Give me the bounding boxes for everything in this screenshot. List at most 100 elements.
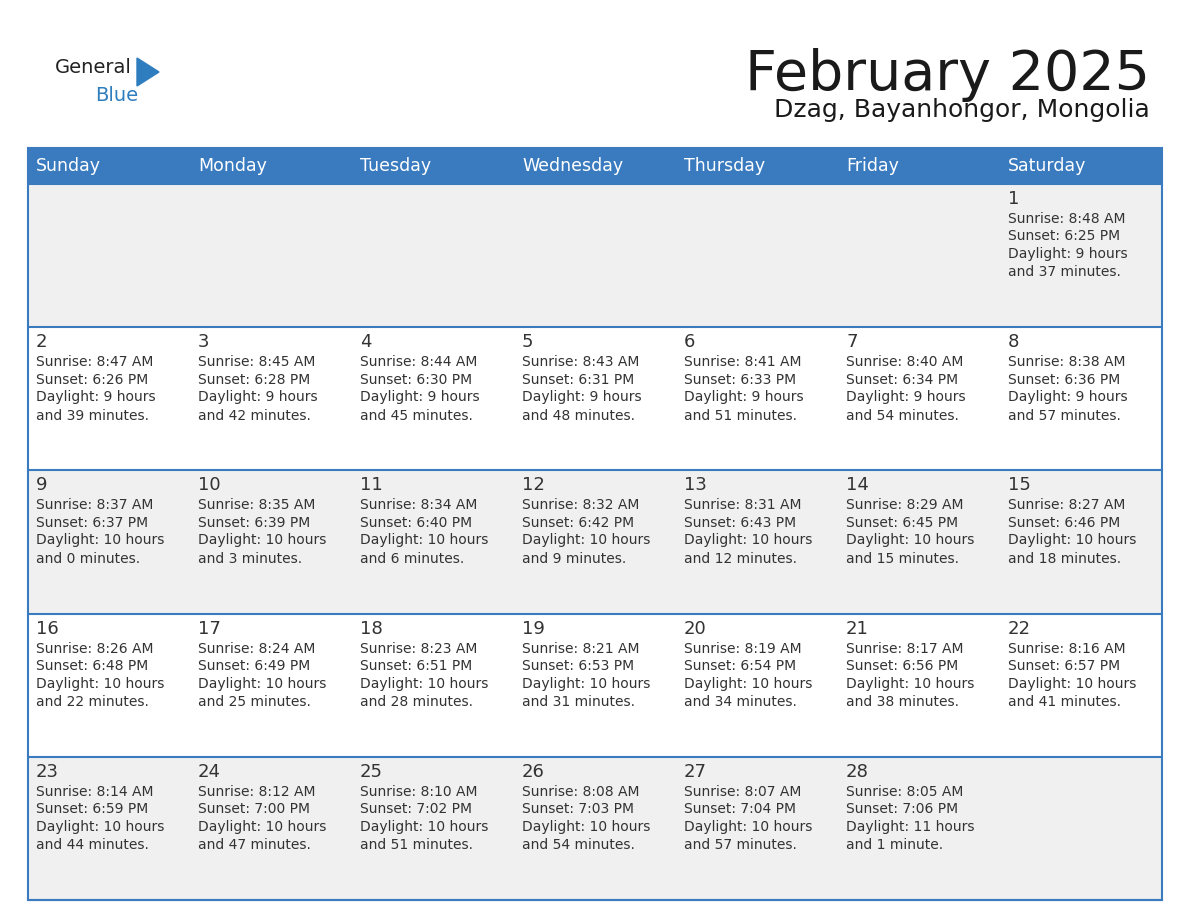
Text: Daylight: 10 hours
and 57 minutes.: Daylight: 10 hours and 57 minutes.	[684, 820, 813, 852]
Text: Sunset: 6:51 PM: Sunset: 6:51 PM	[360, 659, 473, 673]
Text: Sunset: 6:43 PM: Sunset: 6:43 PM	[684, 516, 796, 530]
Text: Sunset: 6:49 PM: Sunset: 6:49 PM	[198, 659, 310, 673]
Text: 6: 6	[684, 333, 695, 352]
Text: 19: 19	[522, 620, 545, 638]
Bar	[352, 148, 514, 184]
Text: Sunrise: 8:44 AM: Sunrise: 8:44 AM	[360, 355, 478, 369]
Text: Sunset: 6:25 PM: Sunset: 6:25 PM	[1007, 230, 1120, 243]
Text: Sunrise: 8:37 AM: Sunrise: 8:37 AM	[36, 498, 153, 512]
Text: Daylight: 9 hours
and 42 minutes.: Daylight: 9 hours and 42 minutes.	[198, 390, 317, 422]
Text: Sunrise: 8:48 AM: Sunrise: 8:48 AM	[1007, 212, 1125, 226]
Text: Dzag, Bayanhongor, Mongolia: Dzag, Bayanhongor, Mongolia	[775, 98, 1150, 122]
Text: Sunrise: 8:26 AM: Sunrise: 8:26 AM	[36, 642, 153, 655]
Text: 23: 23	[36, 763, 59, 781]
Bar	[352, 756, 514, 900]
Bar	[29, 470, 190, 613]
Text: Daylight: 9 hours
and 48 minutes.: Daylight: 9 hours and 48 minutes.	[522, 390, 642, 422]
Bar	[352, 470, 514, 613]
Text: Sunrise: 8:32 AM: Sunrise: 8:32 AM	[522, 498, 639, 512]
Text: Sunrise: 8:17 AM: Sunrise: 8:17 AM	[846, 642, 963, 655]
Text: Sunrise: 8:27 AM: Sunrise: 8:27 AM	[1007, 498, 1125, 512]
Text: February 2025: February 2025	[745, 48, 1150, 102]
Bar	[838, 148, 1000, 184]
Text: Tuesday: Tuesday	[360, 157, 431, 175]
Text: 5: 5	[522, 333, 533, 352]
Text: Daylight: 9 hours
and 39 minutes.: Daylight: 9 hours and 39 minutes.	[36, 390, 156, 422]
Text: Wednesday: Wednesday	[522, 157, 624, 175]
Bar	[838, 327, 1000, 470]
Bar	[514, 756, 676, 900]
Text: Sunrise: 8:38 AM: Sunrise: 8:38 AM	[1007, 355, 1125, 369]
Bar	[838, 756, 1000, 900]
Text: 13: 13	[684, 476, 707, 495]
Text: Friday: Friday	[846, 157, 899, 175]
Text: Daylight: 10 hours
and 44 minutes.: Daylight: 10 hours and 44 minutes.	[36, 820, 164, 852]
Text: Sunset: 6:39 PM: Sunset: 6:39 PM	[198, 516, 310, 530]
Bar	[838, 470, 1000, 613]
Text: 26: 26	[522, 763, 545, 781]
Bar	[1000, 756, 1162, 900]
Text: 22: 22	[1007, 620, 1031, 638]
Text: 11: 11	[360, 476, 383, 495]
Text: Sunrise: 8:05 AM: Sunrise: 8:05 AM	[846, 785, 963, 799]
Text: Daylight: 9 hours
and 45 minutes.: Daylight: 9 hours and 45 minutes.	[360, 390, 480, 422]
Text: Daylight: 10 hours
and 0 minutes.: Daylight: 10 hours and 0 minutes.	[36, 533, 164, 565]
Bar	[29, 184, 190, 327]
Bar	[838, 613, 1000, 756]
Text: 4: 4	[360, 333, 372, 352]
Bar	[352, 613, 514, 756]
Text: Sunrise: 8:16 AM: Sunrise: 8:16 AM	[1007, 642, 1125, 655]
Text: Sunrise: 8:24 AM: Sunrise: 8:24 AM	[198, 642, 315, 655]
Text: Sunrise: 8:19 AM: Sunrise: 8:19 AM	[684, 642, 802, 655]
Text: Daylight: 10 hours
and 3 minutes.: Daylight: 10 hours and 3 minutes.	[198, 533, 327, 565]
Text: Sunset: 6:42 PM: Sunset: 6:42 PM	[522, 516, 634, 530]
Text: Sunset: 6:46 PM: Sunset: 6:46 PM	[1007, 516, 1120, 530]
Text: 15: 15	[1007, 476, 1031, 495]
Text: Sunset: 6:33 PM: Sunset: 6:33 PM	[684, 373, 796, 386]
Bar	[190, 148, 352, 184]
Text: Sunrise: 8:08 AM: Sunrise: 8:08 AM	[522, 785, 639, 799]
Text: Sunrise: 8:31 AM: Sunrise: 8:31 AM	[684, 498, 802, 512]
Text: Sunday: Sunday	[36, 157, 101, 175]
Text: Daylight: 10 hours
and 22 minutes.: Daylight: 10 hours and 22 minutes.	[36, 677, 164, 709]
Text: Daylight: 10 hours
and 47 minutes.: Daylight: 10 hours and 47 minutes.	[198, 820, 327, 852]
Text: Sunrise: 8:12 AM: Sunrise: 8:12 AM	[198, 785, 316, 799]
Text: Daylight: 10 hours
and 38 minutes.: Daylight: 10 hours and 38 minutes.	[846, 677, 974, 709]
Bar	[190, 327, 352, 470]
Text: Daylight: 9 hours
and 51 minutes.: Daylight: 9 hours and 51 minutes.	[684, 390, 803, 422]
Text: Sunrise: 8:23 AM: Sunrise: 8:23 AM	[360, 642, 478, 655]
Text: Sunrise: 8:47 AM: Sunrise: 8:47 AM	[36, 355, 153, 369]
Text: Daylight: 9 hours
and 57 minutes.: Daylight: 9 hours and 57 minutes.	[1007, 390, 1127, 422]
Bar	[29, 327, 190, 470]
Text: 8: 8	[1007, 333, 1019, 352]
Bar	[29, 613, 190, 756]
Text: Sunset: 6:59 PM: Sunset: 6:59 PM	[36, 802, 148, 816]
Text: Daylight: 10 hours
and 41 minutes.: Daylight: 10 hours and 41 minutes.	[1007, 677, 1137, 709]
Text: Sunset: 6:53 PM: Sunset: 6:53 PM	[522, 659, 634, 673]
Text: Sunrise: 8:35 AM: Sunrise: 8:35 AM	[198, 498, 315, 512]
Text: 20: 20	[684, 620, 707, 638]
Bar	[838, 184, 1000, 327]
Text: Daylight: 10 hours
and 15 minutes.: Daylight: 10 hours and 15 minutes.	[846, 533, 974, 565]
Text: Daylight: 10 hours
and 54 minutes.: Daylight: 10 hours and 54 minutes.	[522, 820, 650, 852]
Text: Daylight: 9 hours
and 37 minutes.: Daylight: 9 hours and 37 minutes.	[1007, 247, 1127, 279]
Text: Sunset: 6:48 PM: Sunset: 6:48 PM	[36, 659, 148, 673]
Text: Sunrise: 8:41 AM: Sunrise: 8:41 AM	[684, 355, 802, 369]
Bar	[514, 184, 676, 327]
Text: Daylight: 9 hours
and 54 minutes.: Daylight: 9 hours and 54 minutes.	[846, 390, 966, 422]
Text: Sunset: 7:03 PM: Sunset: 7:03 PM	[522, 802, 634, 816]
Text: Sunset: 6:30 PM: Sunset: 6:30 PM	[360, 373, 472, 386]
Text: Sunset: 6:37 PM: Sunset: 6:37 PM	[36, 516, 148, 530]
Bar	[676, 327, 838, 470]
Text: Sunrise: 8:34 AM: Sunrise: 8:34 AM	[360, 498, 478, 512]
Text: Sunrise: 8:29 AM: Sunrise: 8:29 AM	[846, 498, 963, 512]
Text: Sunset: 6:45 PM: Sunset: 6:45 PM	[846, 516, 959, 530]
Text: Sunrise: 8:10 AM: Sunrise: 8:10 AM	[360, 785, 478, 799]
Text: 7: 7	[846, 333, 858, 352]
Text: Sunset: 6:28 PM: Sunset: 6:28 PM	[198, 373, 310, 386]
Bar	[676, 756, 838, 900]
Text: Daylight: 11 hours
and 1 minute.: Daylight: 11 hours and 1 minute.	[846, 820, 974, 852]
Bar	[676, 184, 838, 327]
Text: Sunrise: 8:45 AM: Sunrise: 8:45 AM	[198, 355, 315, 369]
Text: Sunset: 6:40 PM: Sunset: 6:40 PM	[360, 516, 472, 530]
